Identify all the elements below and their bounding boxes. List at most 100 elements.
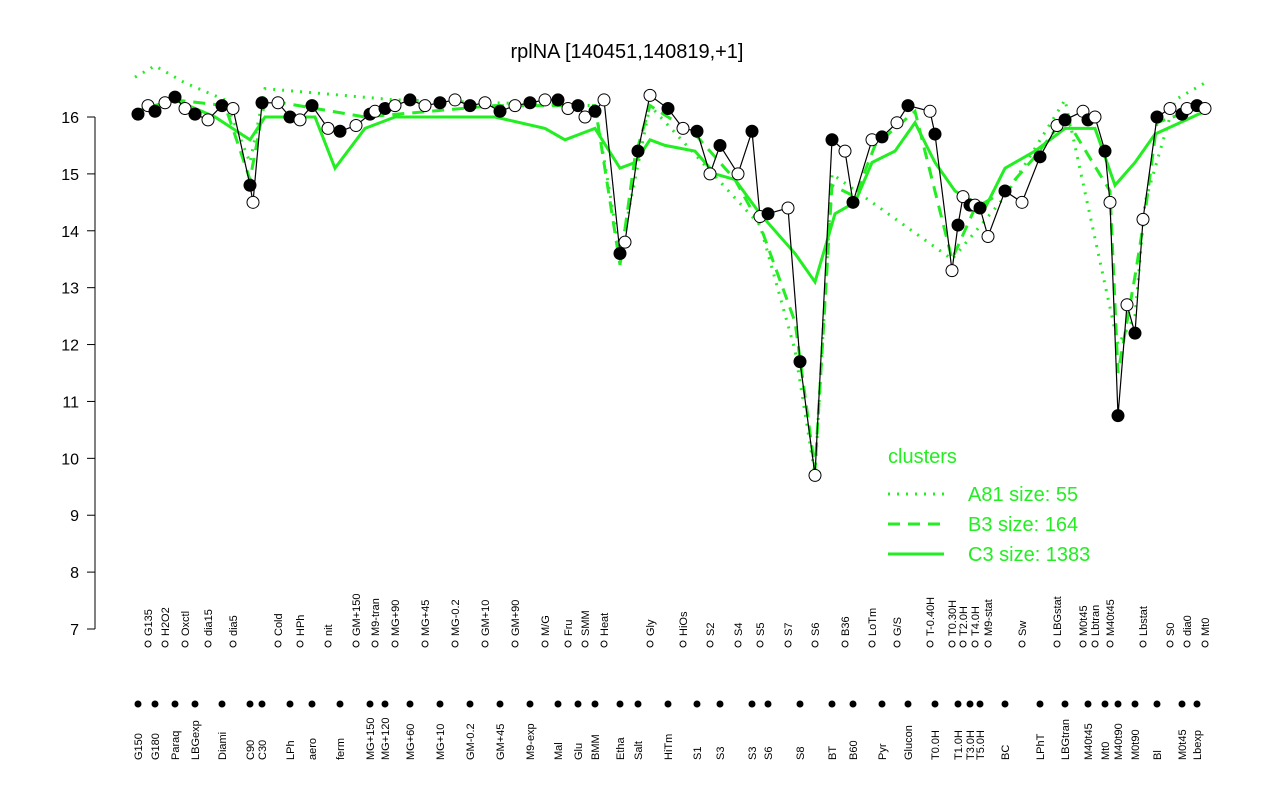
x-tick-label: Bl	[1152, 750, 1164, 760]
data-point	[578, 110, 592, 124]
category-marker	[1178, 700, 1186, 708]
category-marker	[706, 640, 714, 648]
category-marker	[926, 640, 934, 648]
x-tick-label: C90	[245, 740, 257, 760]
category-marker	[481, 640, 489, 648]
category-marker	[581, 640, 589, 648]
data-point	[571, 99, 585, 113]
data-point	[945, 264, 959, 278]
y-tick-label: 7	[70, 622, 79, 639]
y-tick-label: 11	[62, 394, 79, 411]
category-marker	[1131, 700, 1139, 708]
category-marker	[764, 700, 772, 708]
x-tick-label: Glu	[573, 743, 585, 760]
data-point	[676, 121, 690, 135]
x-tick-label: MG+10	[435, 724, 447, 760]
category-marker	[1106, 640, 1114, 648]
category-marker	[391, 640, 399, 648]
data-point	[588, 104, 602, 118]
data-point	[793, 355, 807, 369]
x-tick-label: LBGstat	[1052, 596, 1064, 636]
x-tick-label: MG+120	[380, 718, 392, 761]
x-tick-label: MG+60	[405, 724, 417, 760]
data-point	[131, 107, 145, 121]
data-point	[838, 144, 852, 158]
x-tick-label: S2	[705, 623, 717, 636]
data-point	[808, 468, 822, 482]
x-tick-label: GM-0.2	[465, 723, 477, 760]
x-tick-label: HiTm	[663, 734, 675, 760]
x-tick-label: T2.0H	[958, 606, 970, 636]
x-tick-label: S4	[733, 623, 745, 636]
x-tick-label: T1.0H	[953, 730, 965, 760]
x-tick-label: M0t45	[1177, 729, 1189, 760]
data-point	[246, 195, 260, 209]
x-tick-label: G135	[143, 609, 155, 636]
x-tick-label: MG+45	[420, 600, 432, 636]
category-marker	[959, 640, 967, 648]
category-marker	[496, 700, 504, 708]
x-tick-label: GM+10	[480, 600, 492, 636]
data-point	[255, 96, 269, 110]
category-marker	[554, 700, 562, 708]
data-point	[1163, 101, 1177, 115]
data-point	[703, 167, 717, 181]
x-tick-label: ferm	[335, 738, 347, 760]
data-point	[613, 247, 627, 261]
category-marker	[828, 700, 836, 708]
x-tick-label: HPh	[295, 615, 307, 636]
category-marker	[381, 700, 389, 708]
category-marker	[286, 700, 294, 708]
x-tick-label: T5.0H	[975, 730, 987, 760]
data-point	[1128, 326, 1142, 340]
x-tick-label: Pyr	[877, 743, 889, 760]
category-marker	[171, 700, 179, 708]
x-tick-label: GM+45	[495, 724, 507, 760]
data-point	[928, 127, 942, 141]
category-marker	[406, 700, 414, 708]
x-tick-label: S3	[715, 747, 727, 760]
legend-title: clusters	[888, 446, 957, 468]
x-tick-label: T-0.40H	[925, 597, 937, 636]
x-tick-label: MG+90	[390, 600, 402, 636]
category-marker	[574, 700, 582, 708]
x-tick-label: S3	[747, 747, 759, 760]
x-tick-label: BMM	[590, 734, 602, 760]
data-point	[618, 235, 632, 249]
category-marker	[616, 700, 624, 708]
x-tick-label: Diami	[217, 732, 229, 760]
category-marker	[144, 640, 152, 648]
x-tick-label: Fru	[563, 620, 575, 637]
category-marker	[324, 640, 332, 648]
x-tick-label: T0.0H	[930, 730, 942, 760]
category-marker	[1018, 640, 1026, 648]
category-marker	[134, 700, 142, 708]
x-tick-label: M9-exp	[525, 723, 537, 760]
x-tick-label: Glucon	[903, 725, 915, 760]
data-point	[923, 104, 937, 118]
category-marker	[308, 700, 316, 708]
category-marker	[1166, 640, 1174, 648]
category-marker	[1079, 640, 1087, 648]
data-point	[388, 99, 402, 113]
data-point	[305, 99, 319, 113]
x-tick-label: Etha	[615, 736, 627, 760]
category-marker	[679, 640, 687, 648]
category-marker	[1001, 700, 1009, 708]
category-marker	[664, 700, 672, 708]
category-marker	[591, 700, 599, 708]
x-tick-label: Mal	[553, 742, 565, 760]
data-point	[745, 124, 759, 138]
data-point	[761, 207, 775, 221]
x-tick-label: B60	[848, 740, 860, 760]
data-point	[349, 119, 363, 133]
x-tick-label: LPh	[285, 740, 297, 760]
x-tick-label: Heat	[599, 613, 611, 636]
data-point	[168, 90, 182, 104]
data-point	[713, 138, 727, 152]
data-point	[731, 167, 745, 181]
x-tick-label: Lbstat	[1138, 606, 1150, 636]
x-tick-label: Salt	[633, 741, 645, 760]
category-marker	[1153, 700, 1161, 708]
data-point	[433, 96, 447, 110]
